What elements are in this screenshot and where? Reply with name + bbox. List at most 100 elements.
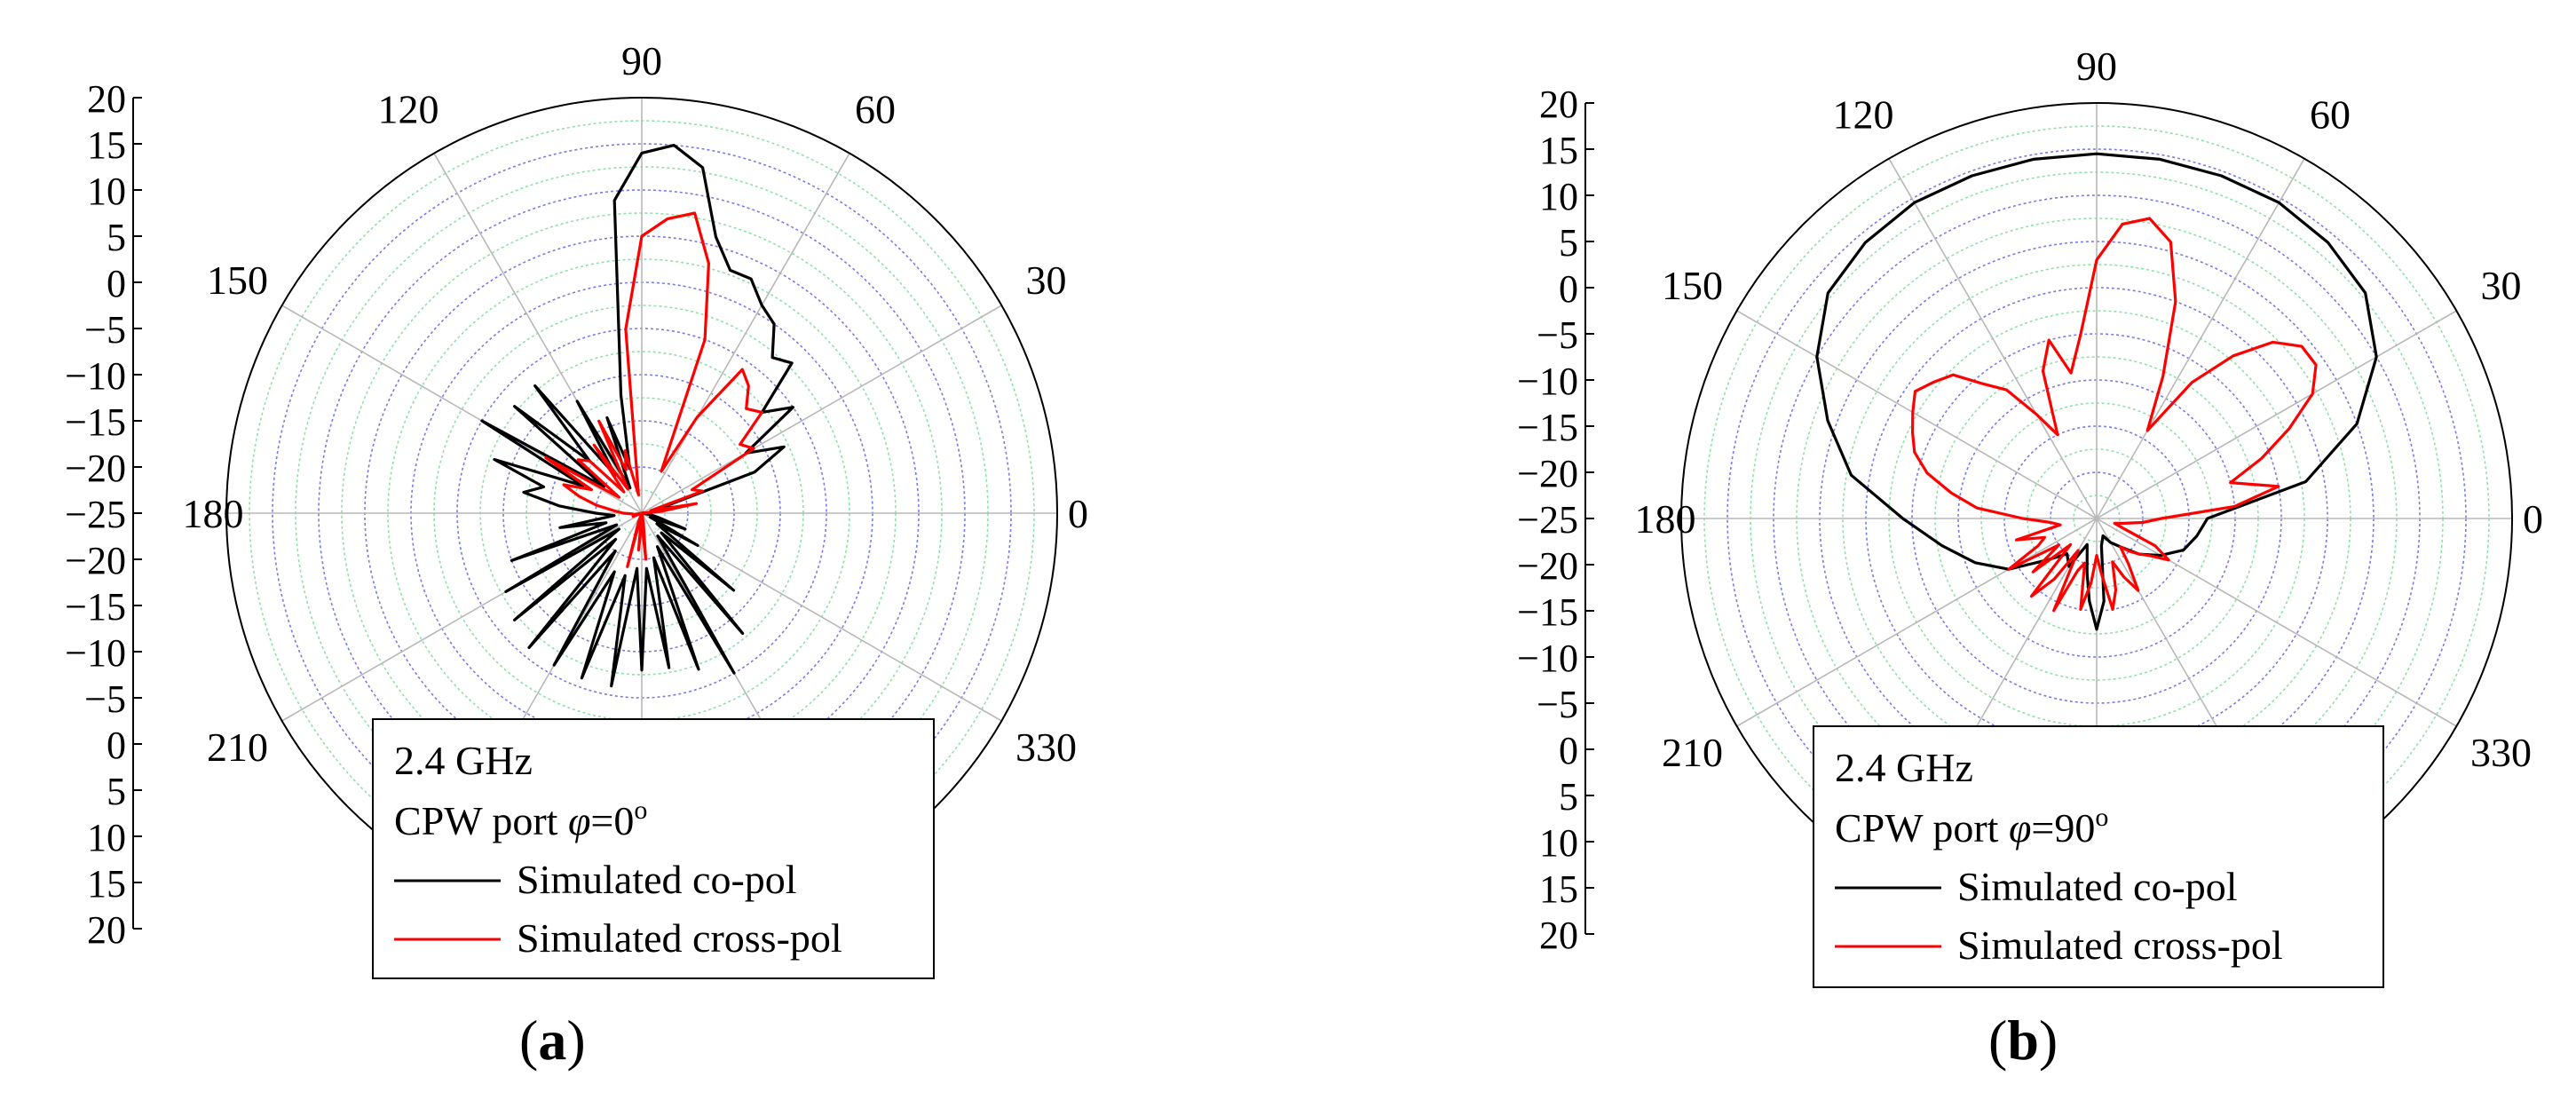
legend: 2.4 GHz CPW port φ=90o Simulated co-pol Sim… (1813, 725, 2384, 988)
spoke-330 (2096, 518, 2457, 727)
spoke-60 (641, 153, 850, 514)
radial-tick-label: 10 (1539, 821, 1578, 865)
radial-tick-label: −15 (1517, 590, 1578, 634)
radial-tick-label: 10 (87, 170, 126, 213)
radial-tick-label-center: −25 (1517, 498, 1578, 542)
angle-tick-label-60: 60 (855, 86, 896, 131)
polar-chart-a: 030609012015021027033020151050−5−10−15−2… (65, 38, 1088, 979)
radial-tick-label: 20 (87, 77, 126, 121)
cross-pol-curve (544, 211, 763, 568)
spoke-330 (641, 512, 1002, 722)
angle-tick-label-180: 180 (183, 491, 244, 536)
panel-caption-a: (a) (519, 1009, 586, 1072)
radial-tick-label: 20 (1539, 914, 1578, 957)
radial-tick-label: 5 (107, 770, 126, 813)
angle-tick-label-150: 150 (1662, 263, 1723, 308)
angle-tick-label-330: 330 (2470, 730, 2532, 775)
angle-tick-label-210: 210 (1662, 730, 1723, 775)
angle-tick-label-180: 180 (1635, 496, 1696, 542)
panel-letter-b: b (2007, 1009, 2039, 1072)
legend-port-degree: o (2095, 803, 2108, 832)
legend-label-co-pol: Simulated co-pol (517, 857, 797, 902)
radial-tick-label: −5 (1537, 313, 1578, 357)
spoke-60 (2096, 158, 2305, 519)
legend: 2.4 GHz CPW port φ=0o Simulated co-pol Simu… (372, 718, 935, 979)
radial-tick-label: −20 (1517, 452, 1578, 495)
spoke-30 (641, 305, 1002, 514)
radial-tick-label: 20 (87, 908, 126, 952)
radial-tick-label: 15 (87, 862, 126, 906)
co-pol-curve (480, 144, 794, 688)
radial-tick-label: −5 (84, 677, 126, 721)
radial-tick-label: 5 (1559, 775, 1578, 819)
angle-tick-label-30: 30 (1026, 257, 1067, 303)
panel-caption-b: (b) (1988, 1009, 2058, 1072)
angle-tick-label-210: 210 (207, 724, 268, 770)
panel-letter-a: a (538, 1009, 567, 1072)
radial-tick-label: 0 (107, 724, 126, 767)
legend-port-degree: o (634, 795, 647, 825)
angle-tick-label-0: 0 (1068, 491, 1088, 536)
angle-tick-label-330: 330 (1015, 724, 1077, 770)
legend-label-cross-pol: Simulated cross-pol (517, 915, 842, 961)
radial-tick-label: −20 (65, 539, 126, 582)
radial-tick-label: 15 (1539, 129, 1578, 172)
co-pol-curve (1815, 152, 2378, 631)
radial-tick-label-center: −25 (65, 493, 126, 536)
angle-tick-label-0: 0 (2523, 496, 2543, 542)
radial-tick-label: 5 (107, 216, 126, 259)
radial-tick-label: 15 (1539, 867, 1578, 911)
legend-label-co-pol: Simulated co-pol (1957, 864, 2238, 909)
legend-label-cross-pol: Simulated cross-pol (1957, 922, 2283, 968)
radial-tick-label: 15 (87, 123, 126, 167)
radial-tick-label: 0 (1559, 267, 1578, 311)
legend-port-value: =0 (590, 798, 634, 843)
radial-tick-label: −15 (1517, 406, 1578, 449)
spoke-210 (281, 512, 643, 722)
spoke-210 (1736, 518, 2098, 727)
legend-frequency: 2.4 GHz (1835, 745, 1973, 790)
radial-tick-label: −20 (65, 447, 126, 490)
spoke-120 (433, 153, 643, 514)
legend-frequency: 2.4 GHz (394, 738, 533, 783)
legend-port-value: =90 (2031, 805, 2095, 851)
legend-port-symbol: φ (568, 798, 590, 843)
radial-tick-label: −5 (1537, 683, 1578, 726)
radial-tick-label: −10 (65, 631, 126, 675)
spoke-150 (1736, 310, 2098, 519)
radial-tick-label: −15 (65, 585, 126, 629)
angle-tick-label-90: 90 (621, 38, 662, 83)
radial-tick-label: 10 (87, 816, 126, 859)
radial-tick-label: −10 (1517, 637, 1578, 680)
radial-tick-label: −10 (1517, 360, 1578, 403)
radial-tick-label: −5 (84, 308, 126, 352)
radial-tick-label: 10 (1539, 175, 1578, 218)
angle-tick-label-120: 120 (1833, 91, 1894, 137)
radial-tick-label: 5 (1559, 221, 1578, 265)
cross-pol-curve (1911, 217, 2318, 613)
angle-tick-label-30: 30 (2481, 263, 2522, 308)
angle-tick-label-150: 150 (207, 257, 268, 303)
legend-port: CPW port φ=90o (1835, 803, 2108, 851)
spoke-120 (1888, 158, 2098, 519)
radial-tick-label: −20 (1517, 544, 1578, 588)
spoke-30 (2096, 310, 2457, 519)
angle-tick-label-90: 90 (2076, 44, 2117, 89)
legend-port-prefix: CPW port (394, 798, 568, 843)
legend-port-prefix: CPW port (1835, 805, 2009, 851)
legend-port-symbol: φ (2009, 805, 2031, 851)
radial-tick-label: 20 (1539, 83, 1578, 126)
legend-box (1813, 725, 2384, 988)
radial-tick-label: 0 (107, 262, 126, 305)
angle-tick-label-60: 60 (2310, 91, 2351, 137)
angle-tick-label-120: 120 (378, 86, 439, 131)
radial-tick-label: 0 (1559, 729, 1578, 772)
legend-port: CPW port φ=0o (394, 795, 647, 843)
polar-chart-b: 030609012015021027033020151050−5−10−15−2… (1517, 44, 2543, 988)
legend-box (372, 718, 935, 979)
radial-tick-label: −10 (65, 354, 126, 398)
radial-tick-label: −15 (65, 400, 126, 444)
